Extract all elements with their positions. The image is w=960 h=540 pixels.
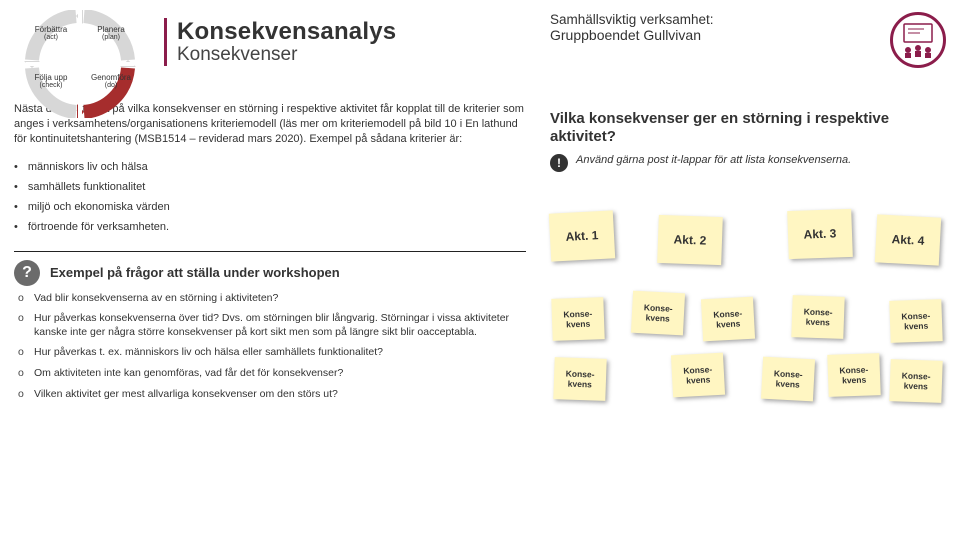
postit-consequence: Konse- kvens (631, 291, 685, 336)
exclamation-icon: ! (550, 154, 568, 172)
header: Konsekvensanalys Konsekvenser (164, 18, 526, 66)
postit-consequence: Konse- kvens (791, 295, 844, 339)
slide: Förbättra(act) Planera(plan) Följa upp(c… (0, 0, 960, 540)
page-title: Konsekvensanalys (177, 18, 526, 46)
question-item: Hur påverkas konsekvenserna över tid? Dv… (18, 312, 526, 339)
right-question: Vilka konsekvenser ger en störning i res… (550, 110, 946, 146)
postit-activity: Akt. 1 (549, 210, 615, 261)
pdca-cycle: Förbättra(act) Planera(plan) Följa upp(c… (14, 10, 146, 118)
divider (14, 251, 526, 252)
questions-list: Vad blir konsekvenserna av en störning i… (18, 292, 526, 402)
postit-consequence: Konse- kvens (551, 297, 604, 341)
postit-activity: Akt. 2 (657, 215, 723, 265)
right-column: Samhällsviktig verksamhet: Gruppboendet … (540, 0, 960, 540)
criteria-item: förtroende för verksamheten. (14, 217, 526, 237)
criteria-item: samhällets funktionalitet (14, 177, 526, 197)
postit-consequence: Konse- kvens (671, 353, 725, 398)
question-icon: ? (14, 260, 40, 286)
criteria-item: människors liv och hälsa (14, 157, 526, 177)
criteria-item: miljö och ekonomiska värden (14, 197, 526, 217)
postit-consequence: Konse- kvens (889, 299, 942, 343)
postit-activity: Akt. 4 (875, 214, 941, 265)
pdca-act: Förbättra(act) (26, 26, 76, 42)
postit-board: Akt. 1Akt. 2Akt. 3Akt. 4Konse- kvensKons… (550, 212, 946, 472)
pdca-plan: Planera(plan) (86, 26, 136, 42)
context-label: Samhällsviktig verksamhet: (550, 12, 714, 27)
right-header: Samhällsviktig verksamhet: Gruppboendet … (550, 12, 946, 68)
tip-row: ! Använd gärna post it-lappar för att li… (550, 154, 946, 172)
examples-header: ? Exempel på frågor att ställa under wor… (14, 260, 526, 286)
question-item: Hur påverkas t. ex. människors liv och h… (18, 346, 526, 360)
postit-consequence: Konse- kvens (889, 359, 942, 403)
examples-title: Exempel på frågor att ställa under works… (50, 265, 340, 280)
question-item: Vilken aktivitet ger mest allvarliga kon… (18, 388, 526, 402)
tip-text: Använd gärna post it-lappar för att list… (576, 154, 851, 166)
question-item: Vad blir konsekvenserna av en störning i… (18, 292, 526, 306)
context-name: Gruppboendet Gullvivan (550, 27, 714, 43)
pdca-do: Genomföra(do) (86, 74, 136, 90)
question-item: Om aktiviteten inte kan genomföras, vad … (18, 367, 526, 381)
workshop-icon (890, 12, 946, 68)
criteria-list: människors liv och hälsa samhällets funk… (14, 157, 526, 237)
page-subtitle: Konsekvenser (177, 44, 526, 66)
postit-consequence: Konse- kvens (553, 357, 606, 401)
postit-consequence: Konse- kvens (827, 353, 880, 397)
left-column: Förbättra(act) Planera(plan) Följa upp(c… (0, 0, 540, 540)
pdca-check: Följa upp(check) (26, 74, 76, 90)
postit-consequence: Konse- kvens (761, 357, 815, 402)
postit-consequence: Konse- kvens (701, 297, 755, 342)
postit-activity: Akt. 3 (787, 209, 853, 259)
